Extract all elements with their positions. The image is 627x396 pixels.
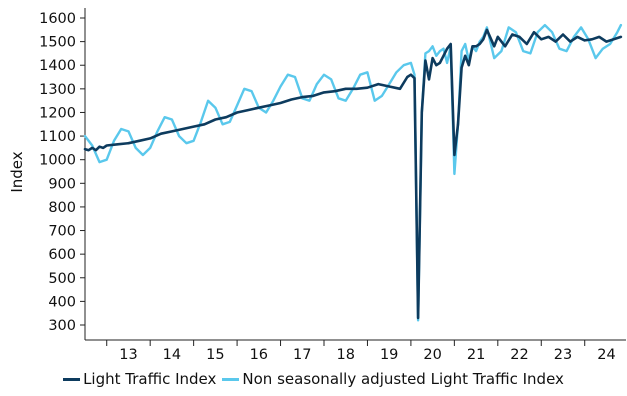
- x-tick-label: 20: [423, 347, 441, 363]
- x-tick-label: 15: [206, 347, 224, 363]
- y-tick-label: 1000: [39, 153, 76, 169]
- y-tick-label: 300: [48, 318, 76, 334]
- y-tick-label: 600: [48, 247, 76, 263]
- x-tick-label: 23: [554, 347, 572, 363]
- legend-label: Non seasonally adjusted Light Traffic In…: [242, 370, 564, 388]
- y-tick-label: 900: [48, 176, 76, 192]
- y-tick-label: 700: [48, 224, 76, 240]
- x-tick-label: 17: [293, 347, 311, 363]
- x-tick-label: 19: [380, 347, 398, 363]
- y-tick-label: 400: [48, 294, 76, 310]
- legend: Light Traffic Index Non seasonally adjus…: [0, 366, 627, 392]
- legend-label: Light Traffic Index: [83, 370, 217, 388]
- y-tick-label: 500: [48, 271, 76, 287]
- x-axis: 13 14 15 16 17 18 19 20 21 22 23 24: [85, 339, 626, 363]
- y-axis: 300 400 500 600 700 800 900 1000 1100 1200 1300 140…: [39, 8, 86, 340]
- y-tick-label: 1300: [39, 82, 76, 98]
- y-axis-title: Index: [8, 151, 26, 192]
- x-tick-label: 21: [467, 347, 485, 363]
- x-tick-label: 22: [510, 347, 528, 363]
- x-tick-label: 14: [163, 347, 181, 363]
- legend-item-nsa-light-traffic-index: Non seasonally adjusted Light Traffic In…: [222, 370, 564, 388]
- plot-area: [83, 23, 623, 322]
- y-tick-label: 1600: [39, 11, 76, 27]
- x-tick-label: 13: [119, 347, 137, 363]
- legend-swatch-light: [222, 377, 240, 381]
- y-tick-label: 1500: [39, 35, 76, 51]
- y-tick-label: 1400: [39, 58, 76, 74]
- legend-item-light-traffic-index: Light Traffic Index: [63, 370, 216, 388]
- y-tick-label: 1100: [39, 129, 76, 145]
- series-line-light-traffic-index: [83, 28, 623, 320]
- x-tick-label: 18: [336, 347, 354, 363]
- x-tick-label: 24: [597, 347, 615, 363]
- series-line-nsa-light-traffic-index: [83, 23, 623, 322]
- y-tick-label: 800: [48, 200, 76, 216]
- legend-swatch-dark: [63, 377, 81, 381]
- y-tick-label: 1200: [39, 105, 76, 121]
- x-tick-label: 16: [250, 347, 268, 363]
